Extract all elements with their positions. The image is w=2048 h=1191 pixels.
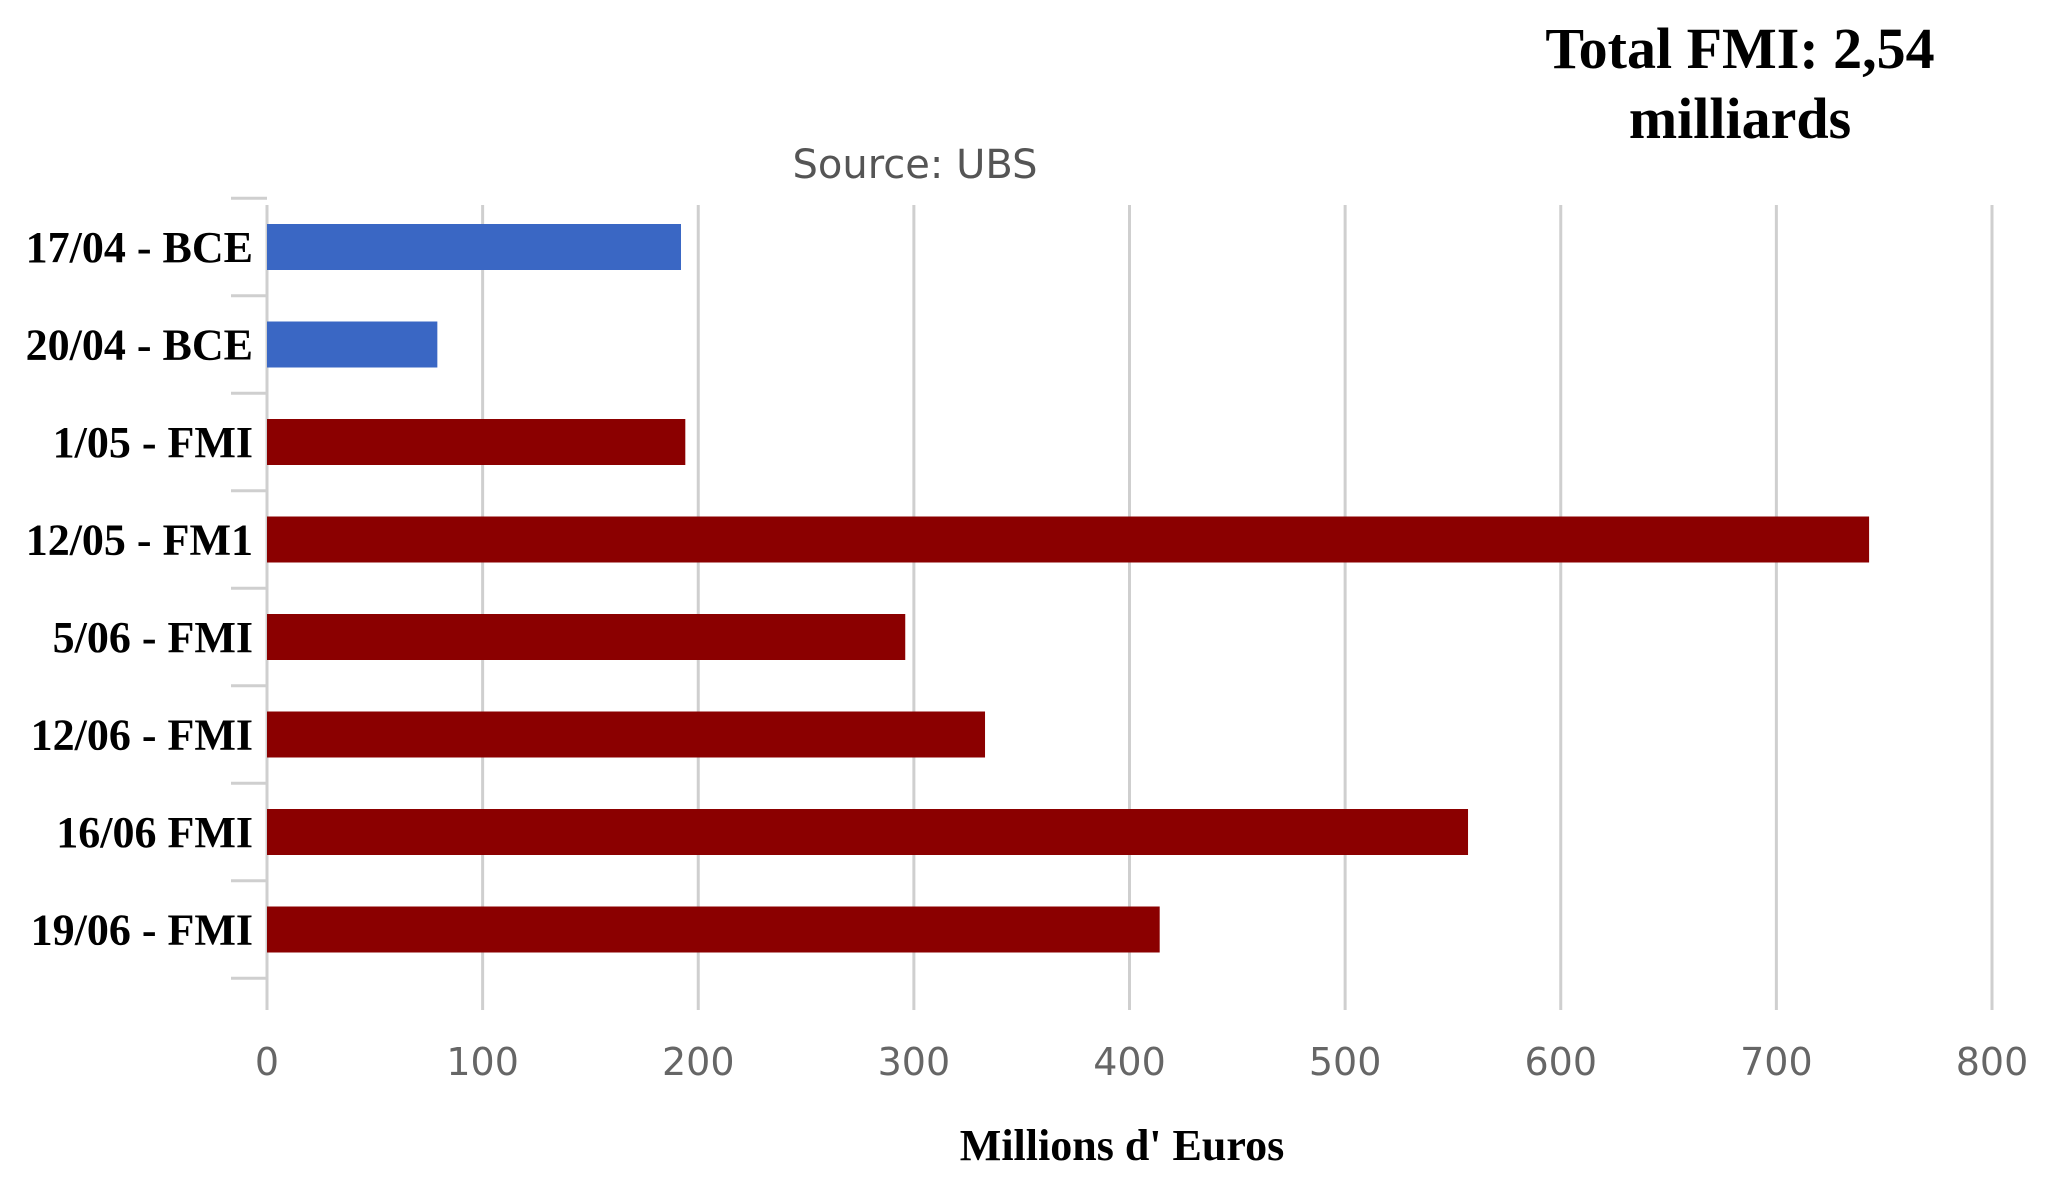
x-axis-label: Millions d' Euros bbox=[960, 1121, 1284, 1170]
category-label: 20/04 - BCE bbox=[26, 321, 253, 370]
x-tick-label: 500 bbox=[1309, 1040, 1382, 1084]
x-tick-label: 200 bbox=[662, 1040, 735, 1084]
x-tick-label: 300 bbox=[878, 1040, 951, 1084]
bar-5 bbox=[267, 614, 906, 660]
category-label: 1/05 - FMI bbox=[53, 418, 253, 467]
bar-3 bbox=[267, 419, 686, 465]
category-label: 19/06 - FMI bbox=[31, 906, 253, 955]
category-label: 12/06 - FMI bbox=[31, 711, 253, 760]
total-title-line2: milliards bbox=[1628, 86, 1852, 151]
bar-6 bbox=[267, 711, 986, 758]
x-tick-labels: 0 100 200 300 400 500 600 700 800 bbox=[255, 1040, 2028, 1084]
bars bbox=[267, 224, 1870, 953]
bar-1 bbox=[267, 224, 681, 270]
bar-2 bbox=[267, 321, 438, 368]
category-label: 16/06 FMI bbox=[56, 808, 253, 857]
x-tick-label: 800 bbox=[1956, 1040, 2029, 1084]
bar-8 bbox=[267, 906, 1160, 953]
bar-7 bbox=[267, 809, 1469, 855]
x-tick-label: 400 bbox=[1093, 1040, 1166, 1084]
x-tick-label: 600 bbox=[1524, 1040, 1597, 1084]
chart-subtitle: Source: UBS bbox=[793, 142, 1038, 188]
x-tick-label: 0 bbox=[255, 1040, 279, 1084]
bar-4 bbox=[267, 516, 1870, 563]
category-label: 12/05 - FM1 bbox=[26, 516, 253, 565]
category-labels: 17/04 - BCE 20/04 - BCE 1/05 - FMI 12/05 - … bbox=[26, 223, 253, 955]
total-title-line1: Total FMI: 2,54 bbox=[1545, 16, 1935, 81]
total-title: Total FMI: 2,54 milliards bbox=[1440, 14, 2040, 154]
category-label: 17/04 - BCE bbox=[26, 223, 253, 272]
category-label: 5/06 - FMI bbox=[53, 613, 253, 662]
gridlines bbox=[481, 205, 1994, 1010]
x-tick-label: 100 bbox=[446, 1040, 519, 1084]
x-tick-label: 700 bbox=[1740, 1040, 1813, 1084]
